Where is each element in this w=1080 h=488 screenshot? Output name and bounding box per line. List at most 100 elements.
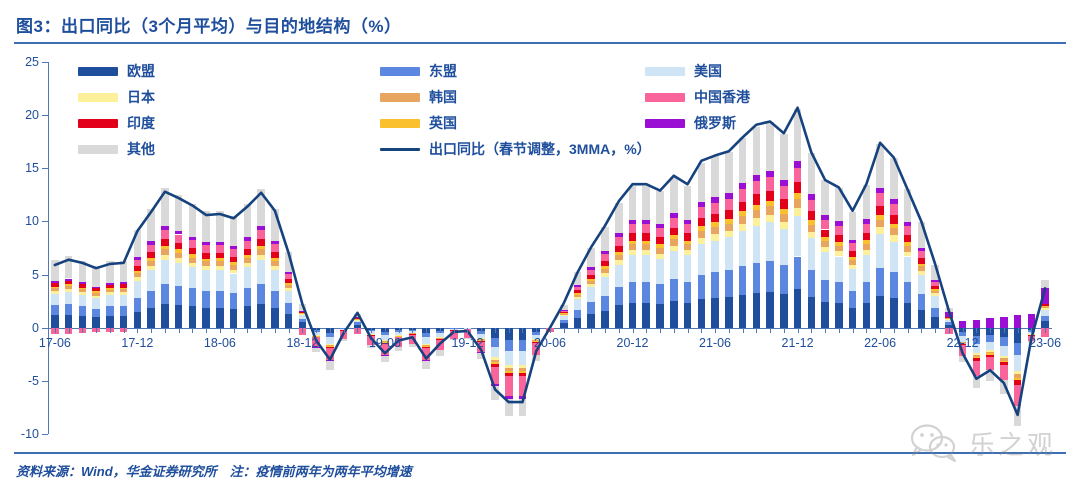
bar-column xyxy=(752,62,761,434)
x-tick xyxy=(178,327,180,333)
bar-segment-uk xyxy=(656,244,664,248)
bar-segment-hongkong xyxy=(601,254,609,261)
bar-segment-india xyxy=(504,372,513,377)
bar-segment-eu xyxy=(133,311,142,328)
bar-segment-korea xyxy=(628,244,637,251)
footer-divider xyxy=(14,452,1066,454)
x-tick xyxy=(481,327,483,333)
bar-segment-uk xyxy=(669,235,678,240)
bar-segment-other xyxy=(532,355,541,361)
bar-segment-usa xyxy=(711,240,719,273)
legend-item-india[interactable]: 印度 xyxy=(78,110,155,136)
y-tick xyxy=(42,62,48,63)
bar-segment-other xyxy=(381,355,389,363)
x-tick xyxy=(838,327,840,333)
bar-segment-korea xyxy=(821,240,829,247)
legend-item-export-yoy-line[interactable]: 出口同比（春节调整，3MMA，%） xyxy=(380,136,651,162)
bar-segment-hongkong xyxy=(793,167,802,183)
bar-segment-hongkong xyxy=(573,286,582,291)
bar-segment-russia xyxy=(848,239,857,244)
bar-column xyxy=(147,62,155,434)
bar-segment-uk xyxy=(931,289,939,291)
bar-column xyxy=(917,62,926,434)
bar-segment-other xyxy=(422,360,430,370)
bar-segment-other xyxy=(477,353,485,359)
legend-item-eu[interactable]: 欧盟 xyxy=(78,58,155,84)
bar-segment-usa xyxy=(807,238,816,271)
bar-segment-eu xyxy=(559,323,568,328)
bar-segment-asean xyxy=(381,331,389,336)
bar-segment-eu xyxy=(284,313,293,328)
bar-segment-russia xyxy=(1000,316,1008,328)
bar-segment-other xyxy=(931,264,939,280)
legend-item-usa[interactable]: 美国 xyxy=(645,58,750,84)
bar-segment-usa xyxy=(394,331,403,336)
x-tick xyxy=(577,327,579,333)
bar-column xyxy=(738,62,747,434)
bar-segment-uk xyxy=(298,312,307,314)
bar-segment-hongkong xyxy=(835,225,843,235)
legend-label: 东盟 xyxy=(429,63,457,79)
bar-segment-asean xyxy=(614,287,623,306)
bar-segment-hongkong xyxy=(147,244,155,253)
bar-segment-korea xyxy=(78,289,87,293)
bar-segment-japan xyxy=(945,318,953,320)
bar-segment-eu xyxy=(106,316,114,328)
bar-segment-india xyxy=(532,341,541,343)
bar-segment-russia xyxy=(958,321,967,328)
bar-segment-other xyxy=(202,211,210,242)
bar-segment-india xyxy=(793,182,802,194)
bar-segment-hongkong xyxy=(216,245,224,253)
bar-segment-hongkong xyxy=(284,274,293,279)
bar-column xyxy=(174,62,183,434)
x-tick xyxy=(123,327,125,333)
legend-item-hongkong[interactable]: 中国香港 xyxy=(645,84,750,110)
legend-item-russia[interactable]: 俄罗斯 xyxy=(645,110,750,136)
bar-column xyxy=(573,62,582,434)
bar-segment-other xyxy=(119,261,128,283)
legend-item-korea[interactable]: 韩国 xyxy=(380,84,651,110)
bar-segment-japan xyxy=(284,287,293,291)
bar-segment-asean xyxy=(78,306,87,317)
bar-segment-uk xyxy=(848,257,857,261)
bar-segment-russia xyxy=(216,241,224,246)
bar-segment-asean xyxy=(106,306,114,317)
bar-segment-japan xyxy=(642,250,651,256)
x-tick xyxy=(137,327,139,333)
bar-segment-korea xyxy=(92,293,100,296)
bar-segment-korea xyxy=(1000,358,1008,361)
bar-segment-other xyxy=(92,266,100,287)
bar-segment-asean xyxy=(862,282,871,304)
legend-item-asean[interactable]: 东盟 xyxy=(380,58,651,84)
bar-segment-india xyxy=(518,372,527,377)
y-tick-label: -10 xyxy=(20,427,39,441)
legend-item-japan[interactable]: 日本 xyxy=(78,84,155,110)
x-tick xyxy=(316,327,318,333)
legend-item-uk[interactable]: 英国 xyxy=(380,110,651,136)
bar-segment-korea xyxy=(656,247,664,254)
y-tick-label: 20 xyxy=(25,108,39,123)
bar-segment-hongkong xyxy=(628,223,637,234)
legend-item-other[interactable]: 其他 xyxy=(78,136,155,162)
bar-segment-japan xyxy=(477,338,485,340)
bar-column xyxy=(876,62,884,434)
bar-segment-uk xyxy=(945,317,953,319)
bar-segment-russia xyxy=(890,198,898,205)
bar-column xyxy=(683,62,692,434)
bar-segment-usa xyxy=(381,335,389,341)
bar-segment-korea xyxy=(436,337,444,339)
bar-segment-india xyxy=(642,233,651,241)
bar-segment-hongkong xyxy=(229,249,238,257)
bar-segment-asean xyxy=(284,303,293,314)
bar-column xyxy=(931,62,939,434)
x-tick xyxy=(728,327,730,333)
bar-segment-india xyxy=(587,274,596,279)
bar-segment-hongkong xyxy=(161,229,169,239)
x-tick xyxy=(660,327,662,333)
bar-segment-asean xyxy=(752,262,761,293)
y-tick-label: 5 xyxy=(32,267,39,282)
bar-segment-korea xyxy=(243,257,252,263)
watermark-text: 乐之观 xyxy=(968,429,1056,460)
bar-segment-hongkong xyxy=(1013,384,1022,407)
bar-segment-eu xyxy=(862,303,871,328)
